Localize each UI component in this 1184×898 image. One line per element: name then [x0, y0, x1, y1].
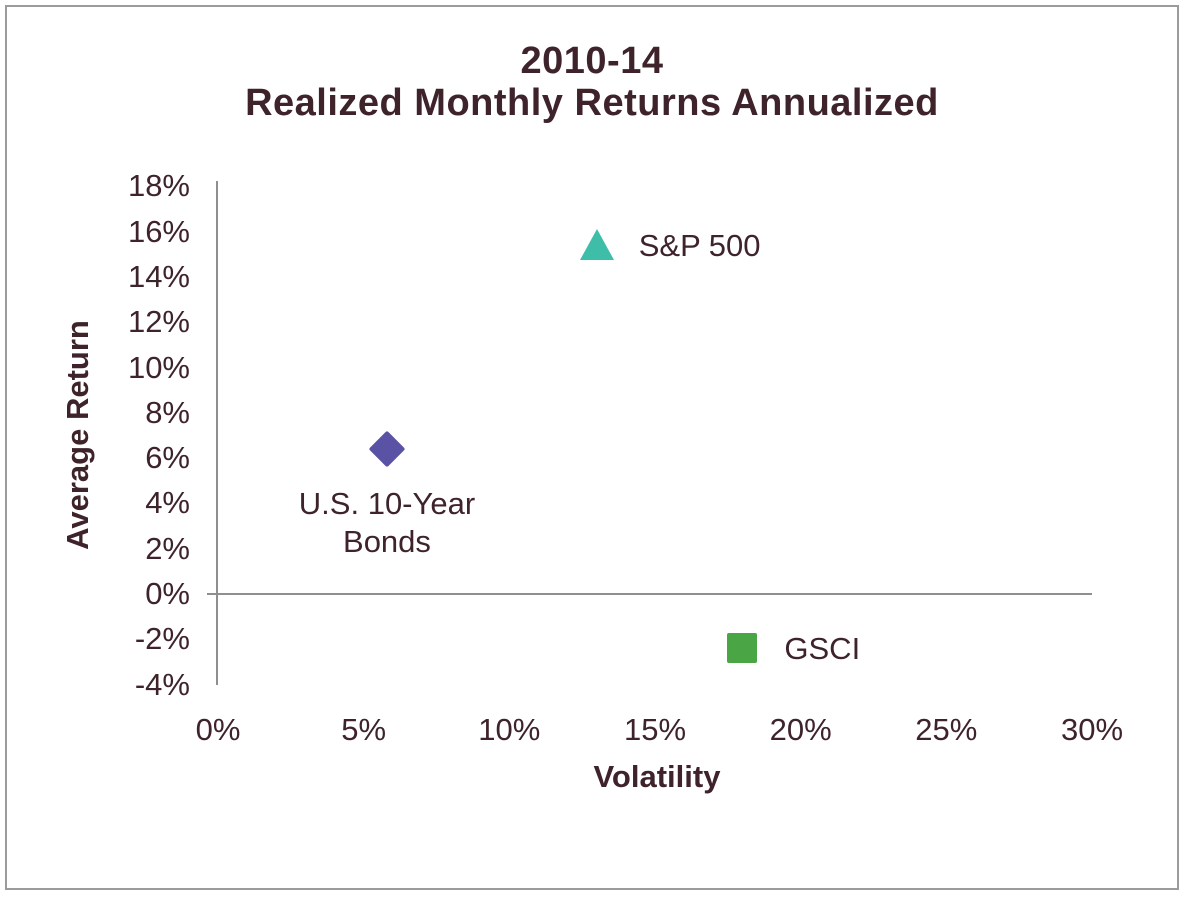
y-tick-label: 14% [127, 258, 190, 294]
x-tick-label: 15% [623, 712, 687, 747]
chart-title-line1: 2010-14 [520, 40, 664, 82]
x-tick-label: 25% [915, 712, 978, 747]
x-tick-label: 30% [1060, 712, 1124, 747]
series-label-gsci: GSCI [784, 631, 861, 667]
y-tick-label: 8% [145, 394, 190, 430]
series-label-u-s-10-year-bonds: U.S. 10-Year Bonds [299, 485, 475, 561]
x-tick-label: 20% [769, 712, 832, 747]
x-axis-title: Volatility [593, 759, 721, 794]
y-tick-label: 2% [145, 530, 190, 566]
zero-baseline [207, 593, 1092, 595]
chart-title-line2: Realized Monthly Returns Annualized [245, 82, 939, 124]
y-tick-label: 0% [145, 576, 190, 611]
y-tick-label: 12% [127, 304, 190, 340]
marker-u-s-10-year-bonds [368, 430, 406, 468]
series-label-s-p-500: S&P 500 [638, 228, 761, 264]
marker-gsci [727, 633, 758, 664]
y-tick-label: -4% [134, 666, 190, 702]
y-tick-label: 10% [127, 349, 190, 385]
series-label-line: U.S. 10-Year [298, 486, 476, 522]
x-tick-label: 5% [341, 712, 387, 747]
x-tick-label: 10% [478, 712, 541, 747]
y-tick-label: 4% [145, 485, 190, 521]
chart-title: 2010-14 Realized Monthly Returns Annuali… [0, 40, 1184, 124]
y-tick-label: 16% [127, 213, 190, 249]
y-axis-line [216, 181, 218, 685]
x-tick-label: 0% [195, 712, 241, 747]
y-tick-label: 6% [145, 440, 190, 476]
series-label-line: Bonds [343, 524, 431, 560]
y-tick-label: -2% [134, 621, 190, 657]
y-tick-label: 18% [127, 168, 190, 204]
marker-s-p-500 [579, 229, 614, 261]
